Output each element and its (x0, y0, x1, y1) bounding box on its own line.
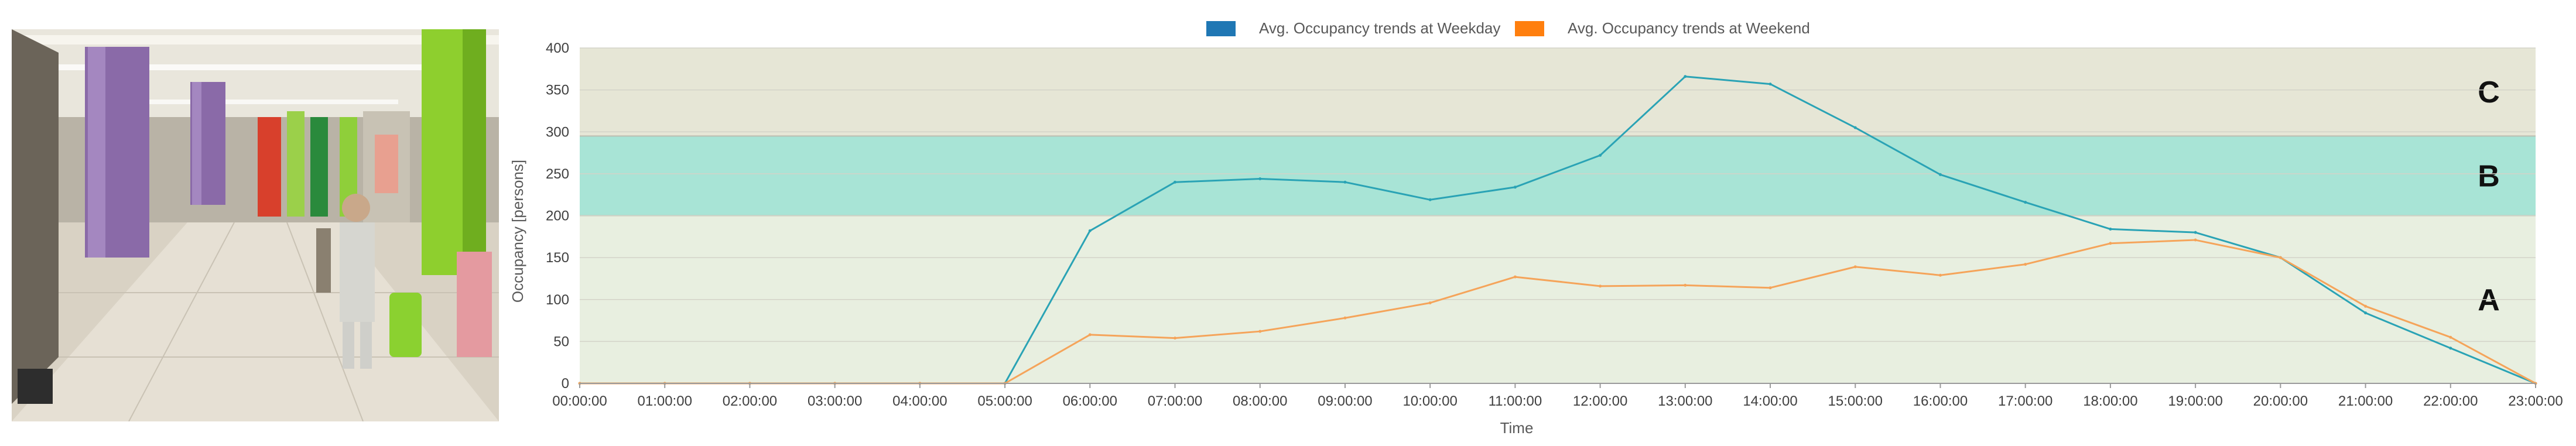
axes: 0 50 100 150 200 250 300 350 400 00:00:00 01:00:00… (546, 40, 2563, 409)
x-tick-label: 11:00:00 (1489, 393, 1542, 409)
data-point-weekday (1853, 126, 1857, 129)
x-tick-label: 21:00:00 (2338, 393, 2393, 409)
data-point-weekend (2449, 335, 2452, 339)
data-point-weekday (1599, 153, 1602, 157)
x-tick-label: 00:00:00 (552, 393, 607, 409)
x-tick-label: 09:00:00 (1318, 393, 1372, 409)
y-tick-label: 300 (546, 124, 569, 140)
data-point-weekend (2109, 242, 2112, 245)
data-point-weekday (1513, 186, 1517, 189)
data-point-weekday (1258, 177, 1262, 180)
x-tick-label: 13:00:00 (1658, 393, 1712, 409)
data-point-weekday (1174, 180, 1177, 184)
legend-swatch-weekend (1515, 21, 1544, 36)
x-tick-label: 05:00:00 (977, 393, 1032, 409)
zone-label-a: A (2478, 283, 2500, 317)
data-point-weekend (1684, 283, 1687, 287)
x-tick-label: 07:00:00 (1148, 393, 1202, 409)
zone-band-c (580, 48, 2536, 136)
data-point-weekday (2364, 311, 2368, 315)
data-point-weekend (1853, 265, 1857, 269)
data-point-weekend (2194, 238, 2197, 242)
x-tick-label: 20:00:00 (2253, 393, 2308, 409)
x-tick-label: 22:00:00 (2423, 393, 2478, 409)
x-tick-label: 04:00:00 (892, 393, 947, 409)
data-point-weekend (1258, 330, 1262, 333)
zone-band-b (580, 136, 2536, 216)
legend-label-weekend: Avg. Occupancy trends at Weekend (1568, 19, 1810, 37)
data-point-weekend (1938, 273, 1942, 277)
y-tick-label: 200 (546, 208, 569, 224)
y-axis-title: Occupancy [persons] (509, 160, 526, 303)
data-point-weekday (1428, 198, 1432, 201)
legend-swatch-weekday (1206, 21, 1236, 36)
data-point-weekend (2024, 263, 2027, 266)
zone-label-c: C (2478, 76, 2500, 109)
x-tick-label: 15:00:00 (1828, 393, 1883, 409)
y-tick-label: 0 (562, 376, 569, 392)
y-tick-label: 250 (546, 166, 569, 182)
data-point-weekend (1513, 275, 1517, 279)
y-tick-label: 50 (553, 334, 569, 349)
x-tick-label: 16:00:00 (1913, 393, 1968, 409)
concourse-photo-illustration (12, 29, 499, 421)
data-point-weekday (1343, 180, 1347, 184)
y-tick-label: 350 (546, 83, 569, 98)
x-tick-label: 10:00:00 (1402, 393, 1457, 409)
data-point-weekend (1088, 333, 1092, 337)
x-tick-label: 03:00:00 (808, 393, 862, 409)
data-point-weekday (2024, 201, 2027, 204)
x-tick-label: 17:00:00 (1998, 393, 2052, 409)
zone-label-b: B (2478, 159, 2500, 193)
data-point-weekend (1174, 337, 1177, 340)
data-point-weekend (2279, 256, 2282, 259)
x-tick-label: 01:00:00 (638, 393, 692, 409)
x-axis-title: Time (1500, 419, 1534, 437)
occupancy-chart: A B C 0 50 100 150 200 250 300 350 400 00:00:00 01:0… (504, 0, 2576, 446)
data-point-weekday (1768, 83, 1772, 86)
data-point-weekend (2364, 304, 2368, 308)
data-point-weekend (1599, 284, 1602, 288)
legend-label-weekday: Avg. Occupancy trends at Weekday (1259, 19, 1500, 37)
x-tick-label: 18:00:00 (2083, 393, 2137, 409)
data-point-weekday (2109, 227, 2112, 231)
x-tick-label: 02:00:00 (723, 393, 777, 409)
x-tick-label: 23:00:00 (2508, 393, 2563, 409)
y-tick-label: 100 (546, 292, 569, 308)
data-point-weekend (1768, 286, 1772, 290)
x-tick-label: 19:00:00 (2168, 393, 2222, 409)
data-point-weekday (1938, 173, 1942, 176)
occupancy-chart-svg: A B C 0 50 100 150 200 250 300 350 400 00:00:00 01:0… (509, 19, 2563, 437)
x-tick-label: 12:00:00 (1573, 393, 1627, 409)
station-concourse-photo (12, 29, 499, 421)
data-point-weekday (2449, 346, 2452, 350)
x-tick-label: 14:00:00 (1743, 393, 1797, 409)
data-point-weekday (1684, 75, 1687, 78)
x-tick-label: 08:00:00 (1233, 393, 1287, 409)
data-point-weekday (1088, 229, 1092, 232)
x-tick-label: 06:00:00 (1063, 393, 1117, 409)
data-point-weekday (2194, 231, 2197, 234)
y-tick-label: 400 (546, 40, 569, 56)
data-point-weekend (1428, 301, 1432, 304)
legend: Avg. Occupancy trends at Weekday Avg. Occ… (1206, 19, 1810, 37)
y-tick-label: 150 (546, 250, 569, 266)
data-point-weekend (1343, 316, 1347, 320)
